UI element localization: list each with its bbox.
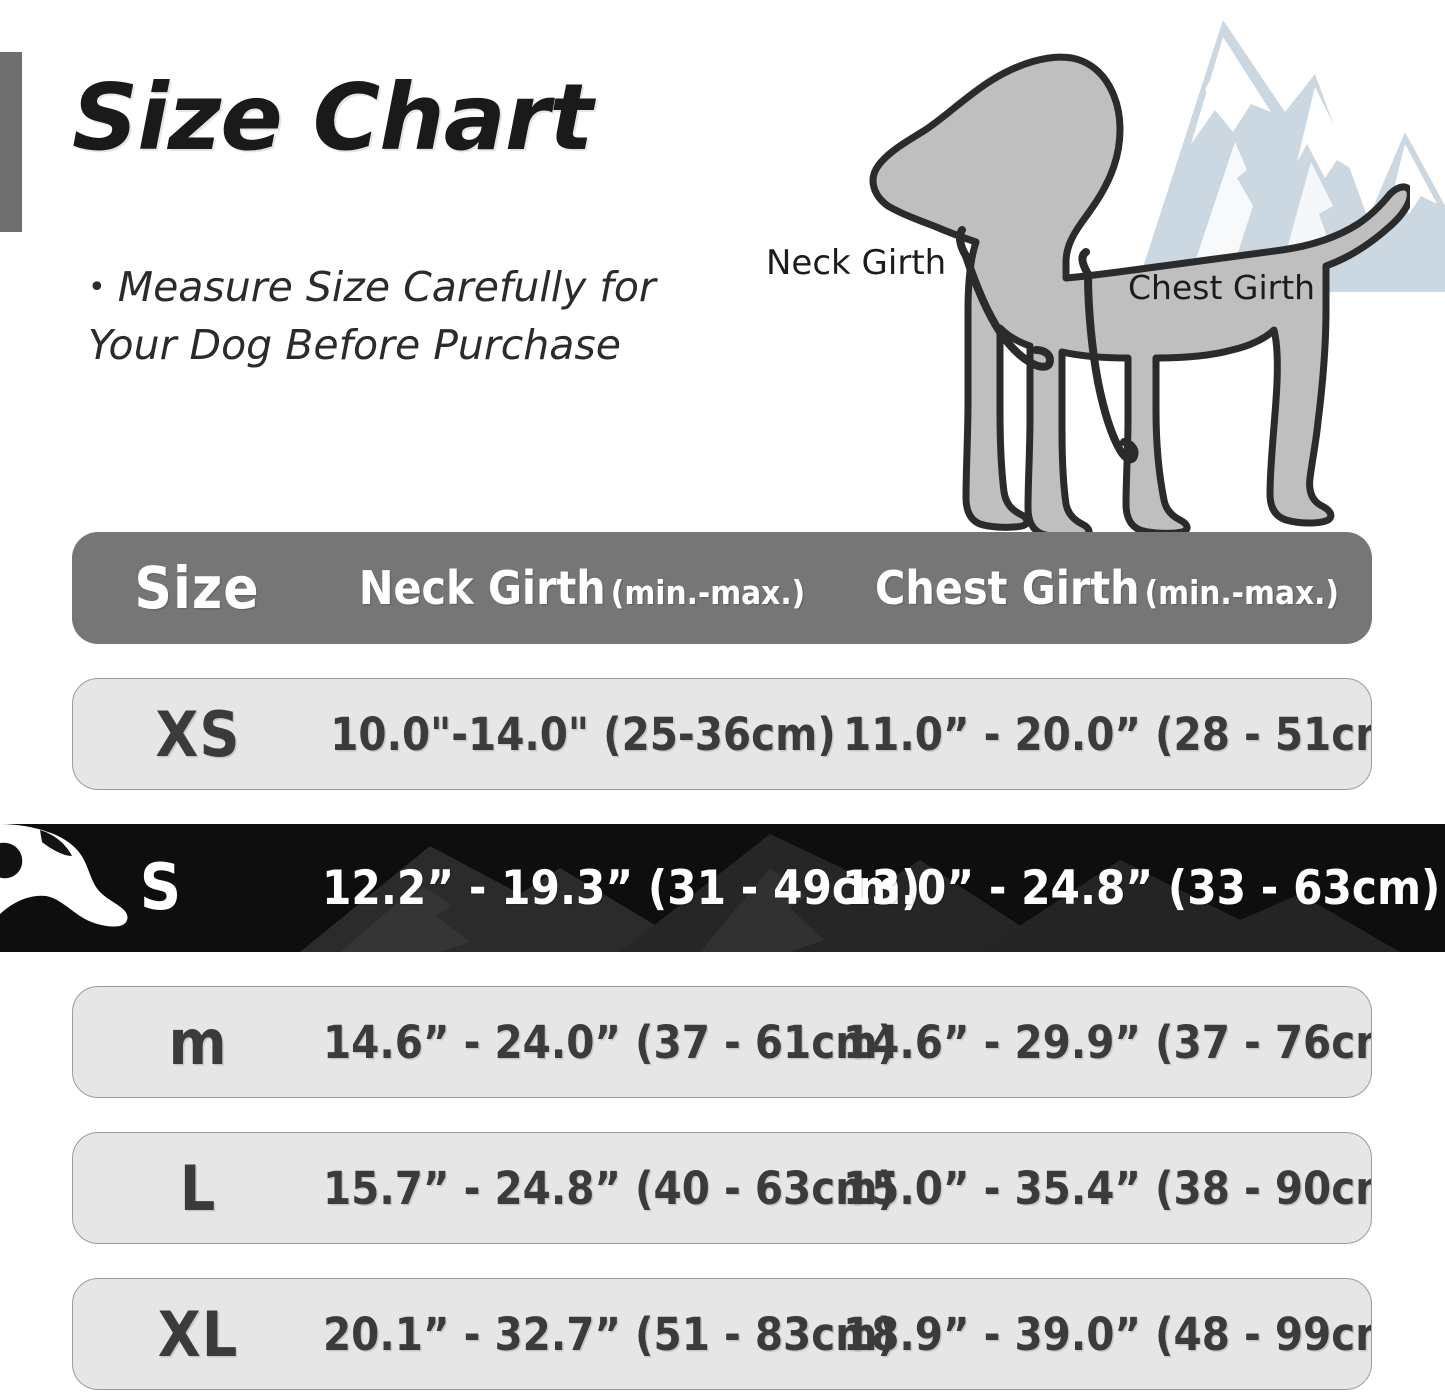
measure-note: • Measure Size Carefully for Your Dog Bef… bbox=[88, 258, 688, 374]
left-accent-bar bbox=[0, 52, 22, 232]
size-table: Size Neck Girth (min.-max.) Chest Girth … bbox=[0, 532, 1445, 1400]
page-title: Size Chart bbox=[72, 64, 593, 171]
row-size-label: m bbox=[168, 1005, 228, 1079]
table-row-highlighted[interactable]: S 12.2” - 19.3” (31 - 49cm) 13.0” - 24.8… bbox=[0, 824, 1445, 952]
row-neck-value: 15.7” - 24.8” (40 - 63cm) bbox=[323, 1161, 896, 1215]
row-size-label: XS bbox=[155, 697, 241, 771]
column-header-chest-sub: (min.-max.) bbox=[1144, 573, 1339, 612]
measure-note-text: Measure Size Carefully for Your Dog Befo… bbox=[88, 263, 656, 370]
row-chest-value: 15.0” - 35.4” (38 - 90cm) bbox=[843, 1161, 1372, 1215]
column-header-size: Size bbox=[134, 554, 260, 622]
row-chest-value: 14.6” - 29.9” (37 - 76cm) bbox=[843, 1015, 1372, 1069]
dog-illustration-icon bbox=[869, 53, 1410, 541]
row-chest-value: 11.0” - 20.0” (28 - 51cm) bbox=[843, 707, 1372, 761]
bullet-marker-icon: • bbox=[88, 270, 106, 306]
column-header-neck-main: Neck Girth bbox=[358, 561, 606, 615]
row-size-label: L bbox=[179, 1151, 217, 1225]
table-row[interactable]: XL 20.1” - 32.7” (51 - 83cm) 18.9” - 39.… bbox=[72, 1278, 1372, 1390]
column-header-chest-main: Chest Girth bbox=[875, 561, 1140, 615]
column-header-chest: Chest Girth (min.-max.) bbox=[842, 561, 1372, 615]
row-size-label: S bbox=[139, 851, 183, 925]
row-neck-value: 12.2” - 19.3” (31 - 49cm) bbox=[322, 860, 921, 916]
row-neck-value: 20.1” - 32.7” (51 - 83cm) bbox=[323, 1307, 896, 1361]
table-row[interactable]: L 15.7” - 24.8” (40 - 63cm) 15.0” - 35.4… bbox=[72, 1132, 1372, 1244]
neck-girth-label: Neck Girth bbox=[766, 243, 947, 283]
row-neck-value: 10.0"-14.0" (25-36cm) bbox=[330, 707, 836, 761]
column-header-neck-sub: (min.-max.) bbox=[610, 573, 806, 612]
column-header-neck: Neck Girth (min.-max.) bbox=[322, 561, 842, 615]
row-chest-value: 13.0” - 24.8” (33 - 63cm) bbox=[842, 860, 1441, 916]
table-row[interactable]: m 14.6” - 24.0” (37 - 61cm) 14.6” - 29.9… bbox=[72, 986, 1372, 1098]
row-size-label: XL bbox=[157, 1297, 239, 1371]
chest-girth-label: Chest Girth bbox=[1128, 268, 1316, 307]
row-chest-value: 18.9” - 39.0” (48 - 99cm) bbox=[843, 1307, 1372, 1361]
table-row[interactable]: XS 10.0"-14.0" (25-36cm) 11.0” - 20.0” (… bbox=[72, 678, 1372, 790]
table-header-row: Size Neck Girth (min.-max.) Chest Girth … bbox=[72, 532, 1372, 644]
row-neck-value: 14.6” - 24.0” (37 - 61cm) bbox=[323, 1015, 896, 1069]
